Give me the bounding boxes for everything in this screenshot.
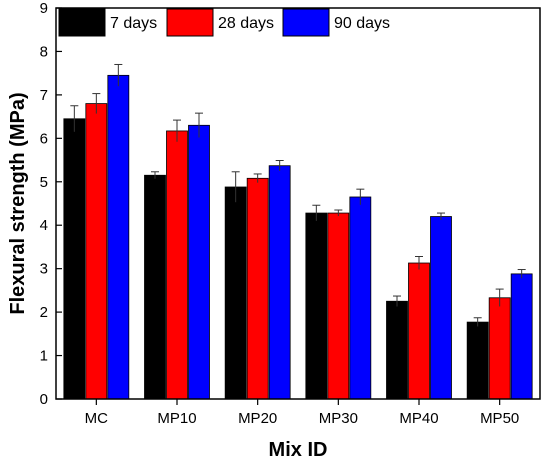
plot-area-frame [55,7,541,400]
legend-swatch-90-days [282,8,330,37]
x-axis-title: Mix ID [269,439,328,461]
bar-mp40-28-days [408,262,430,400]
x-tick-label: MP20 [238,410,277,427]
bar-mp40-7-days [386,300,408,400]
x-tick-label: MP50 [480,410,519,427]
bar-mp10-7-days [144,174,166,400]
bars-layer [63,74,533,400]
y-tick-label: 5 [40,174,48,191]
y-tick-label: 7 [40,87,48,104]
error-bars-layer [70,63,526,327]
y-tick-label: 6 [40,130,48,147]
bar-mp20-28-days [246,177,269,400]
bar-mp50-7-days [466,321,489,400]
legend-label-7-days: 7 days [110,15,157,32]
y-tick-label: 4 [40,217,48,234]
y-tick-label: 8 [40,43,48,60]
bar-mc-28-days [85,103,108,400]
y-tick-label: 3 [40,261,48,278]
y-tick-label: 1 [40,348,48,365]
bar-mp20-90-days [268,165,291,400]
bar-mp50-90-days [510,273,533,400]
legend-label-28-days: 28 days [218,15,274,32]
bar-mp40-90-days [430,216,452,400]
y-axis: 0 1 2 3 4 5 6 7 8 9 [40,0,62,408]
legend-swatch-7-days [58,8,106,37]
bar-mp50-28-days [488,297,511,400]
legend-label-90-days: 90 days [334,15,390,32]
x-axis: MC MP10 MP20 MP30 MP40 MP50 [85,399,519,427]
y-tick-label: 0 [40,391,48,408]
bar-mp10-28-days [166,130,188,400]
bar-mp10-90-days [188,124,210,400]
bar-mp30-28-days [327,212,350,400]
bar-mp30-7-days [305,212,328,400]
x-tick-label: MP30 [319,410,358,427]
x-tick-label: MP40 [399,410,438,427]
y-tick-label: 2 [40,304,48,321]
legend-swatch-28-days [166,8,214,37]
y-axis-title: Flexural strength (MPa) [7,92,29,314]
x-tick-label: MP10 [157,410,196,427]
bar-mp30-90-days [349,196,372,400]
bar-mp20-7-days [224,186,247,400]
bar-mc-7-days [63,118,86,400]
legend: 7 days 28 days 90 days [58,8,390,37]
x-tick-label: MC [85,410,108,427]
y-tick-label: 9 [40,0,48,17]
bar-mc-90-days [107,74,130,400]
